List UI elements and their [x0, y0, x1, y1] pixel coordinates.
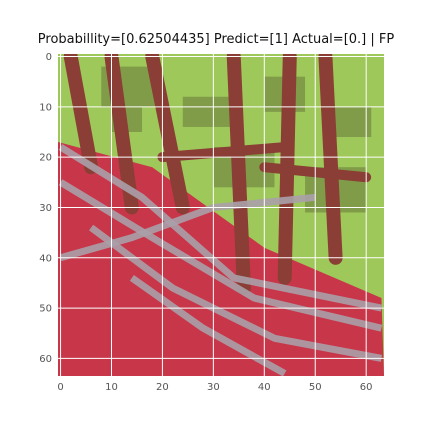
x-tick-label: 10 — [105, 382, 118, 393]
x-tick-label: 30 — [207, 382, 220, 393]
x-tick-label: 20 — [156, 382, 169, 393]
y-tick-label: 40 — [39, 253, 52, 264]
x-tick-label: 40 — [258, 382, 271, 393]
y-tick-label: 10 — [39, 102, 52, 113]
x-tick-label: 50 — [309, 382, 322, 393]
y-tick-label: 0 — [46, 52, 52, 63]
axis-ticks: 0 0 10 10 20 20 30 30 40 40 50 50 60 60 — [39, 52, 372, 393]
image-patch — [58, 54, 384, 376]
branch-3 — [226, 54, 251, 295]
y-tick-label: 60 — [39, 354, 52, 365]
x-tick-label: 60 — [360, 382, 373, 393]
branch-0 — [63, 54, 99, 175]
foliage-shadow-1 — [182, 96, 234, 127]
chart-title: Probabillity=[0.62504435] Predict=[1] Ac… — [37, 32, 395, 47]
y-tick-label: 30 — [39, 203, 52, 214]
pipe-0 — [58, 144, 383, 312]
x-tick-label: 0 — [57, 382, 63, 393]
branch-2 — [145, 54, 190, 215]
branch-1 — [104, 54, 139, 215]
y-tick-label: 50 — [39, 304, 52, 315]
y-tick-label: 20 — [39, 153, 52, 164]
grid-lines — [58, 54, 384, 376]
roof-region — [58, 142, 384, 376]
pipe-1 — [58, 179, 383, 332]
